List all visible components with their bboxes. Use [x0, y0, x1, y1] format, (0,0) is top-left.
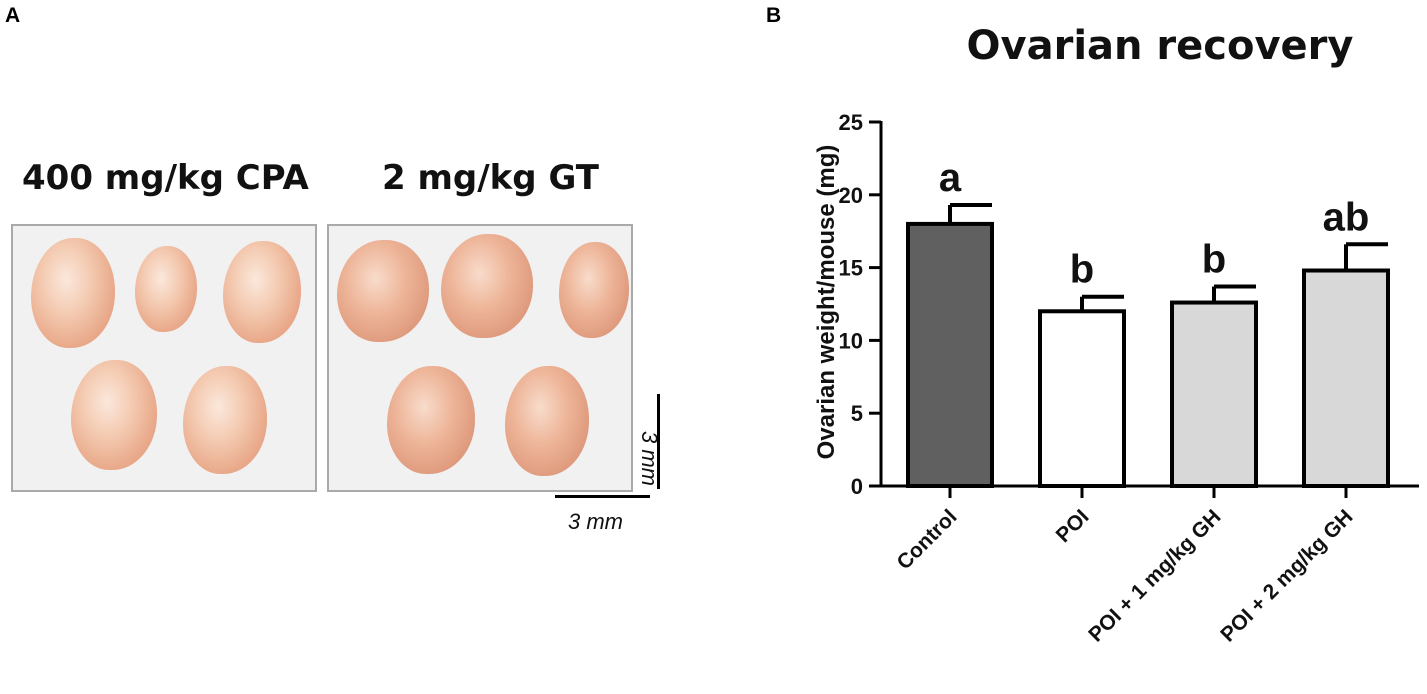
x-tick-label-4: POI + 2 mg/kg GH [1216, 505, 1357, 646]
cpa-ovary-4 [71, 360, 157, 470]
panel-a-label: A [5, 4, 21, 27]
y-tick-label: 5 [851, 401, 863, 426]
y-axis-label: Ovarian weight/mouse (mg) [813, 145, 840, 460]
y-tick-label: 25 [839, 110, 863, 135]
bar-chart: Ovarian recovery Ovarian weight/mouse (m… [813, 23, 1419, 647]
cpa-ovary-2 [135, 246, 197, 332]
gt-group-label: 2 mg/kg GT [382, 158, 599, 198]
bar-3 [1170, 300, 1258, 488]
cpa-ovary-5 [183, 366, 267, 474]
y-tick-label: 20 [839, 183, 863, 208]
vertical-scale-label: 3 mm [637, 431, 662, 486]
chart-title: Ovarian recovery [967, 23, 1354, 69]
bar-4 [1302, 268, 1390, 488]
cpa-photo-panel [11, 224, 317, 492]
y-tick-label: 10 [839, 328, 863, 353]
gt-ovary-1 [337, 240, 429, 342]
y-tick-label: 15 [839, 256, 863, 281]
x-tick-label-2: POI [1052, 505, 1094, 547]
gt-ovary-2 [441, 234, 533, 338]
gt-ovary-3 [559, 242, 629, 338]
bar-1 [906, 221, 994, 488]
bar-2 [1038, 309, 1126, 488]
horizontal-scale-label: 3 mm [568, 509, 623, 534]
significance-letter-2: b [1070, 248, 1094, 292]
cpa-group-label: 400 mg/kg CPA [22, 158, 309, 198]
y-tick-label: 0 [851, 474, 863, 499]
x-tick-label-3: POI + 1 mg/kg GH [1084, 505, 1225, 646]
gt-ovary-4 [387, 366, 475, 474]
horizontal-scale-bar [555, 495, 650, 498]
cpa-ovary-1 [31, 238, 115, 348]
vertical-scale-bar [657, 394, 660, 489]
cpa-ovary-3 [223, 241, 301, 343]
x-tick-label-1: Control [892, 505, 961, 574]
significance-letter-3: b [1202, 238, 1226, 282]
significance-letter-1: a [939, 156, 962, 200]
gt-ovary-5 [505, 366, 589, 476]
significance-letter-4: ab [1323, 195, 1370, 239]
panel-b-label: B [766, 4, 782, 27]
gt-photo-panel [327, 224, 633, 492]
